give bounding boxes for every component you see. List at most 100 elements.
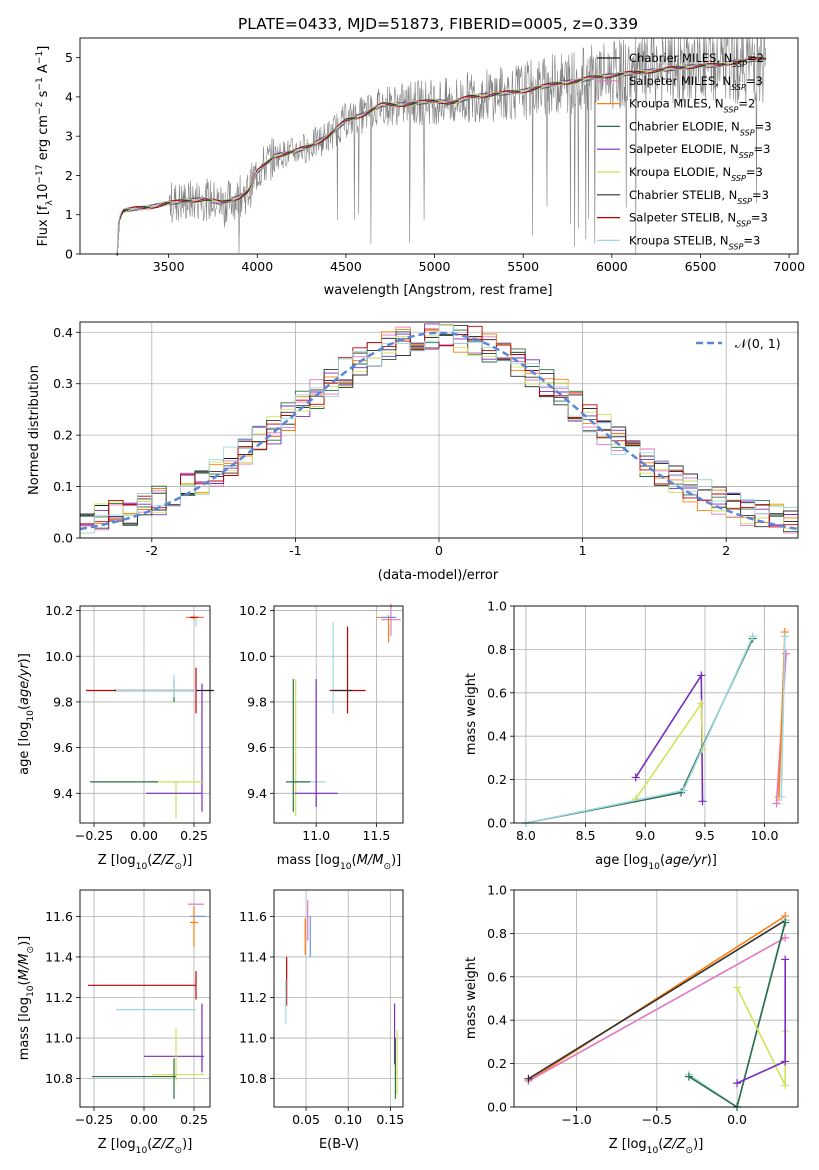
label-part: age/yr [665, 853, 708, 868]
label-part: 10 [648, 862, 660, 872]
y-tick-label: 0.2 [487, 772, 507, 787]
x-tick-label: -1 [289, 543, 301, 558]
mass-weight-line [528, 937, 786, 1082]
data-point-marker [780, 632, 789, 641]
data-point-marker [524, 1074, 533, 1083]
x-axis-label: Z [log10(Z/Z⊙)] [609, 1137, 704, 1156]
label-part: 10 [136, 862, 148, 872]
label-part: ( [147, 853, 152, 868]
label-part: ⊙ [175, 862, 183, 872]
panel-mass_vs_Z: −0.25 0.00 0.25 10.8 11.0 11.2 11.4 11.6 [45, 889, 211, 1127]
data-point-marker [781, 933, 790, 942]
panel-age_vs_mass: 11.0 11.5 9.4 9.6 9.8 10.0 10.2 [239, 603, 404, 843]
data-point-marker [698, 797, 707, 806]
label-part: SSP [732, 60, 747, 69]
y-tick-label: 0.1 [53, 479, 73, 494]
label-part: SSP [737, 196, 752, 205]
label-part: A [36, 64, 51, 77]
legend-entry: Kroupa MILES, NSSP=2 [629, 97, 755, 115]
label-part: )] [693, 1137, 703, 1152]
x-tick-label: 7000 [773, 259, 805, 274]
label-part: SSP [731, 174, 746, 183]
label-part: SSP [731, 82, 746, 91]
axes-frame [79, 605, 211, 824]
x-tick-label: 9.0 [635, 828, 655, 843]
label-part: mass [ [17, 1017, 32, 1060]
label-part: λ [45, 200, 55, 206]
y-tick-label: 0.6 [487, 685, 507, 700]
x-tick-label: 6500 [685, 259, 717, 274]
x-tick-label: 5000 [419, 259, 451, 274]
label-part: Z [ [98, 853, 116, 868]
y-axis-label: mass weight [464, 673, 479, 755]
y-tick-label: 2 [65, 168, 73, 183]
label-part: ( [17, 705, 32, 710]
label-part: =2 [747, 51, 764, 65]
model-spectrum-line [116, 56, 767, 256]
label-part: ( [658, 1137, 663, 1152]
y-axis-label: Flux [fλ10−17 erg cm−2 s−1 A−1] [35, 46, 55, 247]
label-part: age [ [595, 853, 628, 868]
y-tick-label: 4 [65, 89, 73, 104]
data-point-marker [748, 632, 757, 641]
legend-entry: Salpeter ELODIE, NSSP=3 [629, 142, 770, 160]
y-tick-label: 10.8 [239, 1071, 267, 1086]
plot-area [80, 890, 210, 1107]
plot-area [80, 606, 210, 823]
label-part: M/M [17, 954, 32, 981]
x-tick-label: −0.25 [75, 1112, 113, 1127]
legend-entry: Chabrier ELODIE, NSSP=3 [629, 119, 772, 137]
x-axis-label: (data-model)/error [378, 568, 499, 583]
y-tick-label: 0.0 [487, 1100, 507, 1115]
x-axis-label: E(B-V) [319, 1137, 359, 1152]
label-part: )] [17, 936, 32, 946]
label-part: =3 [753, 142, 770, 156]
label-part: age/yr [17, 662, 32, 705]
label-part: ⊙ [383, 862, 391, 872]
label-part: SSP [729, 242, 744, 251]
data-point-marker [781, 1057, 790, 1066]
x-tick-label: 0 [435, 543, 443, 558]
label-part: =3 [746, 74, 763, 88]
label-part: )] [182, 1137, 192, 1152]
label-part: 10 [26, 710, 36, 722]
axes-frame [513, 889, 799, 1108]
label-part: Kroupa STELIB, N [629, 233, 729, 247]
y-tick-label: 11.2 [45, 990, 73, 1005]
y-tick-label: 3 [65, 129, 73, 144]
y-tick-label: 10.0 [45, 649, 73, 664]
y-tick-label: 10.0 [239, 649, 267, 664]
x-tick-label: 3500 [153, 259, 185, 274]
label-part: ⊙ [26, 946, 36, 954]
y-tick-label: 0.2 [487, 1056, 507, 1071]
x-tick-label: 0.05 [292, 1112, 320, 1127]
legend-entry: Salpeter STELIB, NSSP=3 [629, 211, 768, 229]
label-part: )] [707, 853, 717, 868]
y-tick-label: 0.0 [487, 816, 507, 831]
y-tick-label: 0.4 [487, 1013, 507, 1028]
legend-entry: Salpeter MILES, NSSP=3 [629, 74, 763, 92]
panel-residuals: -2 -1 0 1 2 0.0 0.1 0.2 0.3 0.4 𝒩(0, 1) (data-model… [27, 321, 799, 583]
panel-spectrum: 3500 4000 4500 5000 5500 6000 6500 7000 0 1 2 3 4 5 Ch… [35, 37, 805, 298]
y-tick-label: 0.4 [487, 729, 507, 744]
panel-mass_vs_EBV: 0.05 0.10 0.15 10.8 11.0 11.2 11.4 11.6 [239, 889, 404, 1127]
y-tick-label: 5 [65, 50, 73, 65]
model-spectrum-line [116, 57, 767, 257]
legend-entry: 𝒩(0, 1) [735, 336, 781, 351]
y-tick-label: 0 [65, 247, 73, 262]
x-tick-label: −0.25 [75, 828, 113, 843]
x-tick-label: 9.5 [695, 828, 715, 843]
label-part: )] [182, 853, 192, 868]
y-axis-label: Normed distribution [27, 365, 42, 495]
label-part: 10 [136, 1146, 148, 1156]
panel-weight_vs_Z: −1.0 −0.5 0.0 0.0 0.2 0.4 0.6 0.8 1.0 [487, 883, 799, 1127]
axes-frame [79, 889, 211, 1108]
label-part: =3 [746, 165, 763, 179]
label-part: 10 [647, 1146, 659, 1156]
label-part: =3 [743, 233, 760, 247]
y-tick-label: 11.6 [45, 909, 73, 924]
y-tick-label: 9.4 [247, 786, 267, 801]
x-axis-label: age [log10(age/yr)] [595, 853, 717, 872]
x-tick-label: 8.5 [576, 828, 596, 843]
